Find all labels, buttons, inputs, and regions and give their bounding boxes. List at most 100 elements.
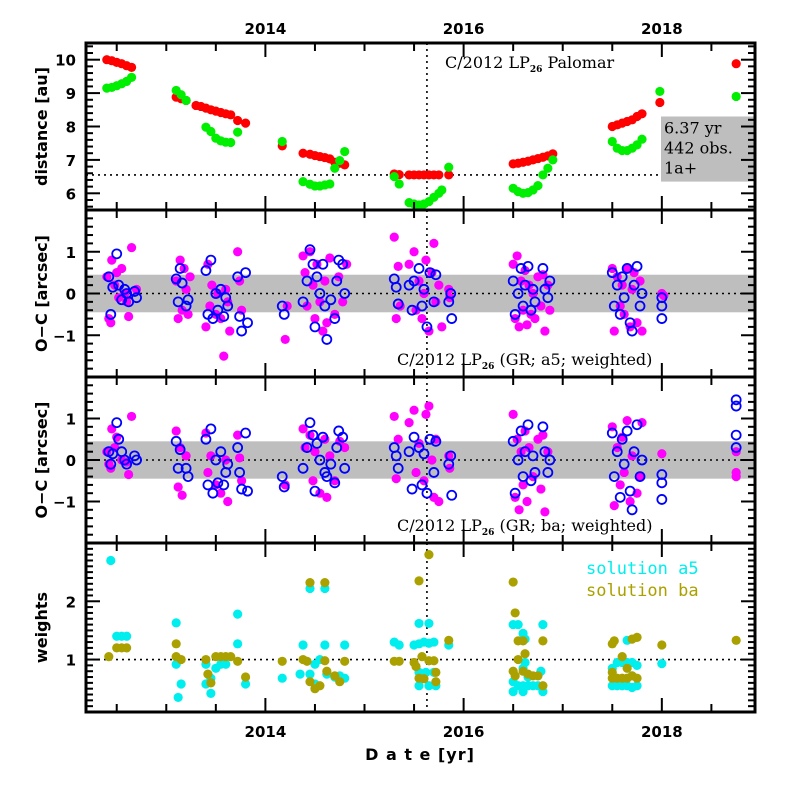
data-point — [106, 555, 116, 566]
data-point — [609, 326, 619, 336]
data-point — [538, 619, 548, 630]
data-point — [429, 637, 439, 647]
data-point — [538, 430, 548, 440]
data-point — [392, 462, 404, 474]
data-point — [171, 639, 181, 649]
data-point — [624, 485, 636, 497]
panel-caption: C/2012 LP26 (GR; a5; weighted) — [397, 350, 652, 372]
data-point — [240, 118, 251, 128]
x-tick-label-top: 2018 — [641, 20, 683, 38]
info-box — [661, 116, 755, 182]
data-point — [518, 636, 528, 646]
data-point — [637, 134, 647, 144]
info-box-line: 442 obs. — [664, 138, 733, 157]
data-point — [202, 479, 214, 491]
data-point — [111, 417, 123, 429]
data-point — [542, 467, 554, 478]
data-point — [544, 275, 556, 287]
data-point — [414, 681, 424, 691]
data-point — [174, 444, 186, 456]
data-point — [210, 454, 222, 466]
data-point — [173, 692, 183, 703]
data-point — [226, 110, 236, 120]
data-point — [205, 254, 217, 266]
data-point — [206, 688, 216, 698]
data-point — [446, 313, 458, 324]
data-point — [606, 427, 618, 439]
data-point — [434, 280, 444, 290]
data-point — [206, 126, 216, 137]
title-suffix: Palomar — [542, 53, 614, 72]
data-point — [406, 304, 418, 316]
data-point — [295, 669, 305, 679]
data-point — [530, 313, 540, 324]
data-point — [314, 454, 326, 466]
data-point — [321, 471, 333, 483]
data-point — [240, 672, 251, 682]
data-point — [428, 467, 440, 478]
data-point — [232, 442, 244, 453]
series-geocentric-distance — [102, 72, 741, 210]
data-point — [242, 485, 253, 497]
data-point — [512, 288, 524, 299]
data-point — [206, 451, 216, 461]
data-point — [424, 433, 436, 445]
y-tick-label: 0 — [66, 452, 76, 470]
data-point — [185, 272, 195, 282]
data-point — [176, 654, 186, 665]
data-point — [444, 162, 454, 172]
data-point — [419, 674, 429, 684]
data-point — [656, 300, 668, 312]
data-point — [540, 507, 550, 517]
data-point — [215, 446, 227, 458]
data-point — [212, 477, 224, 489]
data-point — [434, 170, 444, 180]
data-point — [126, 242, 137, 253]
data-point — [242, 317, 253, 329]
data-point — [325, 451, 335, 461]
data-point — [320, 276, 330, 286]
data-point — [517, 300, 529, 312]
y-axis-label: distance [au] — [32, 67, 51, 186]
data-point — [731, 91, 741, 102]
plot-area — [86, 377, 755, 543]
legend-entry: solution ba — [586, 581, 699, 601]
data-point — [636, 288, 648, 299]
data-point — [322, 318, 332, 328]
data-point — [310, 447, 320, 457]
data-point — [280, 334, 290, 345]
data-point — [233, 639, 243, 649]
panel-title: C/2012 LP26 Palomar — [445, 53, 614, 75]
data-point — [278, 308, 290, 320]
data-point — [632, 660, 642, 670]
data-point — [545, 305, 555, 315]
data-point — [124, 311, 134, 322]
data-point — [331, 275, 343, 287]
data-point — [391, 313, 401, 324]
data-point — [310, 313, 320, 324]
data-point — [617, 652, 627, 662]
data-point — [176, 679, 186, 689]
y-tick-label: 0 — [66, 286, 76, 304]
data-point — [524, 442, 534, 453]
plot-area — [86, 543, 755, 712]
data-point — [730, 429, 742, 441]
data-point — [340, 146, 350, 157]
data-point — [437, 322, 447, 332]
data-point — [337, 258, 349, 270]
info-box-line: 1a+ — [664, 158, 697, 177]
data-point — [298, 177, 308, 187]
data-point — [525, 475, 537, 487]
data-point — [626, 325, 638, 337]
data-point — [113, 433, 125, 445]
x-tick-label-bottom: 2018 — [641, 723, 683, 741]
data-point — [519, 279, 531, 291]
data-point — [730, 394, 742, 406]
data-point — [518, 687, 528, 697]
data-point — [338, 297, 348, 307]
data-point — [212, 304, 224, 316]
data-point — [538, 170, 548, 180]
data-point — [201, 654, 211, 665]
data-point — [533, 181, 543, 191]
data-point — [222, 300, 234, 312]
